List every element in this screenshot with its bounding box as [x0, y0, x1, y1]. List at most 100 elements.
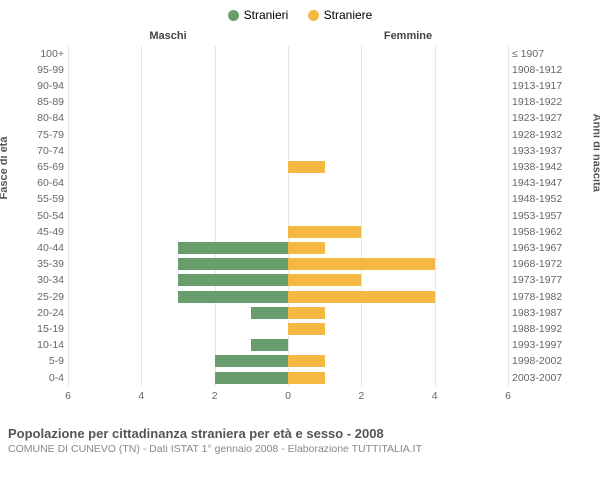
birth-year-label: ≤ 1907 — [512, 46, 582, 62]
age-label: 95-99 — [14, 62, 64, 78]
plot-area: 100+≤ 190795-991908-191290-941913-191785… — [68, 46, 508, 386]
birth-year-label: 1978-1982 — [512, 289, 582, 305]
chart-row — [68, 191, 508, 207]
age-label: 80-84 — [14, 110, 64, 126]
bar-female — [288, 242, 325, 254]
birth-year-label: 2003-2007 — [512, 370, 582, 386]
chart-footer: Popolazione per cittadinanza straniera p… — [8, 426, 592, 455]
birth-year-label: 1963-1967 — [512, 240, 582, 256]
age-label: 10-14 — [14, 337, 64, 353]
female-column-header: Femmine — [308, 30, 508, 42]
birth-year-label: 1968-1972 — [512, 256, 582, 272]
chart-row — [68, 110, 508, 126]
age-label: 25-29 — [14, 289, 64, 305]
age-label: 55-59 — [14, 191, 64, 207]
chart-row — [68, 305, 508, 321]
age-label: 20-24 — [14, 305, 64, 321]
birth-year-label: 1988-1992 — [512, 321, 582, 337]
bar-female — [288, 274, 361, 286]
chart-row — [68, 62, 508, 78]
chart-row — [68, 353, 508, 369]
age-label: 70-74 — [14, 143, 64, 159]
chart-row — [68, 289, 508, 305]
age-label: 45-49 — [14, 224, 64, 240]
birth-year-label: 1953-1957 — [512, 208, 582, 224]
chart-row — [68, 256, 508, 272]
bar-male — [251, 339, 288, 351]
x-tick-label: 2 — [212, 390, 218, 402]
chart-row — [68, 143, 508, 159]
x-tick-label: 4 — [138, 390, 144, 402]
age-label: 90-94 — [14, 78, 64, 94]
birth-year-label: 1928-1932 — [512, 127, 582, 143]
age-label: 50-54 — [14, 208, 64, 224]
bar-female — [288, 307, 325, 319]
legend-item-female: Straniere — [308, 8, 373, 22]
birth-year-label: 1913-1917 — [512, 78, 582, 94]
age-label: 15-19 — [14, 321, 64, 337]
chart-row — [68, 46, 508, 62]
birth-year-label: 1918-1922 — [512, 94, 582, 110]
chart-row — [68, 94, 508, 110]
y-axis-right-title: Anni di nascita — [590, 113, 600, 191]
chart-row — [68, 159, 508, 175]
chart-row — [68, 240, 508, 256]
bar-male — [251, 307, 288, 319]
birth-year-label: 1933-1937 — [512, 143, 582, 159]
legend-swatch-female — [308, 10, 319, 21]
chart-row — [68, 127, 508, 143]
age-label: 65-69 — [14, 159, 64, 175]
legend-item-male: Stranieri — [228, 8, 289, 22]
legend: Stranieri Straniere — [8, 8, 592, 24]
chart-row — [68, 208, 508, 224]
chart-row — [68, 78, 508, 94]
birth-year-label: 1948-1952 — [512, 191, 582, 207]
chart-subtitle: COMUNE DI CUNEVO (TN) - Dati ISTAT 1° ge… — [8, 443, 592, 455]
bar-male — [178, 242, 288, 254]
age-label: 75-79 — [14, 127, 64, 143]
x-tick-label: 0 — [285, 390, 291, 402]
bar-female — [288, 226, 361, 238]
y-axis-left-title: Fasce di età — [0, 136, 10, 199]
chart-row — [68, 321, 508, 337]
bar-female — [288, 355, 325, 367]
bar-female — [288, 258, 435, 270]
column-headers: Maschi Femmine — [8, 30, 592, 44]
age-label: 5-9 — [14, 353, 64, 369]
chart-row — [68, 337, 508, 353]
age-label: 40-44 — [14, 240, 64, 256]
birth-year-label: 1943-1947 — [512, 175, 582, 191]
chart-title: Popolazione per cittadinanza straniera p… — [8, 426, 592, 441]
age-label: 100+ — [14, 46, 64, 62]
age-label: 35-39 — [14, 256, 64, 272]
birth-year-label: 1973-1977 — [512, 272, 582, 288]
x-axis: 6 4 2 0 2 4 6 — [68, 390, 508, 406]
age-label: 30-34 — [14, 272, 64, 288]
bar-female — [288, 372, 325, 384]
bar-female — [288, 161, 325, 173]
x-tick-label: 2 — [358, 390, 364, 402]
bar-male — [215, 355, 288, 367]
grid-line — [508, 46, 509, 386]
x-tick-label: 6 — [65, 390, 71, 402]
birth-year-label: 1958-1962 — [512, 224, 582, 240]
x-tick-label: 6 — [505, 390, 511, 402]
bar-female — [288, 291, 435, 303]
birth-year-label: 1908-1912 — [512, 62, 582, 78]
bar-female — [288, 323, 325, 335]
bar-male — [178, 274, 288, 286]
birth-year-label: 1938-1942 — [512, 159, 582, 175]
x-tick-label: 4 — [432, 390, 438, 402]
chart-row — [68, 272, 508, 288]
birth-year-label: 1998-2002 — [512, 353, 582, 369]
bar-male — [215, 372, 288, 384]
age-label: 0-4 — [14, 370, 64, 386]
birth-year-label: 1923-1927 — [512, 110, 582, 126]
chart-row — [68, 224, 508, 240]
birth-year-label: 1993-1997 — [512, 337, 582, 353]
birth-year-label: 1983-1987 — [512, 305, 582, 321]
legend-label-female: Straniere — [324, 8, 373, 22]
male-column-header: Maschi — [68, 30, 268, 42]
legend-swatch-male — [228, 10, 239, 21]
age-label: 60-64 — [14, 175, 64, 191]
